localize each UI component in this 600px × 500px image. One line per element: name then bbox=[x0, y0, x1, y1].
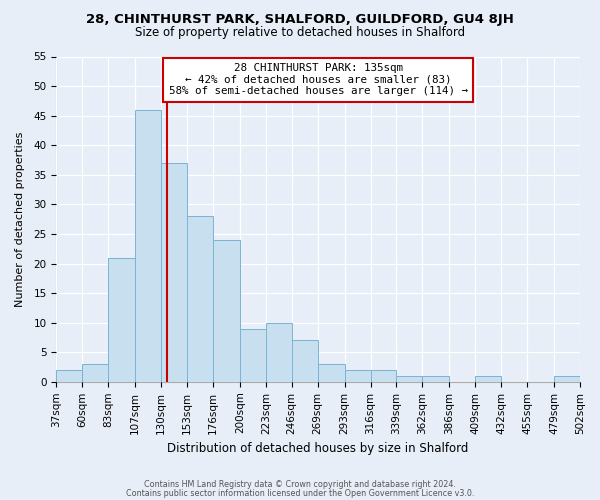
Bar bbox=[475, 376, 501, 382]
Bar bbox=[554, 376, 580, 382]
Bar bbox=[161, 163, 187, 382]
Bar bbox=[108, 258, 135, 382]
X-axis label: Distribution of detached houses by size in Shalford: Distribution of detached houses by size … bbox=[167, 442, 469, 455]
Bar bbox=[292, 340, 317, 382]
Bar bbox=[344, 370, 371, 382]
Bar bbox=[397, 376, 422, 382]
Bar bbox=[135, 110, 161, 382]
Bar bbox=[371, 370, 397, 382]
Text: 28, CHINTHURST PARK, SHALFORD, GUILDFORD, GU4 8JH: 28, CHINTHURST PARK, SHALFORD, GUILDFORD… bbox=[86, 12, 514, 26]
Bar bbox=[422, 376, 449, 382]
Bar bbox=[82, 364, 108, 382]
Bar bbox=[187, 216, 213, 382]
Text: 28 CHINTHURST PARK: 135sqm
← 42% of detached houses are smaller (83)
58% of semi: 28 CHINTHURST PARK: 135sqm ← 42% of deta… bbox=[169, 63, 467, 96]
Bar bbox=[213, 240, 240, 382]
Bar bbox=[266, 322, 292, 382]
Text: Contains public sector information licensed under the Open Government Licence v3: Contains public sector information licen… bbox=[126, 488, 474, 498]
Text: Size of property relative to detached houses in Shalford: Size of property relative to detached ho… bbox=[135, 26, 465, 39]
Bar bbox=[56, 370, 82, 382]
Bar bbox=[317, 364, 344, 382]
Bar bbox=[240, 328, 266, 382]
Y-axis label: Number of detached properties: Number of detached properties bbox=[15, 132, 25, 307]
Text: Contains HM Land Registry data © Crown copyright and database right 2024.: Contains HM Land Registry data © Crown c… bbox=[144, 480, 456, 489]
